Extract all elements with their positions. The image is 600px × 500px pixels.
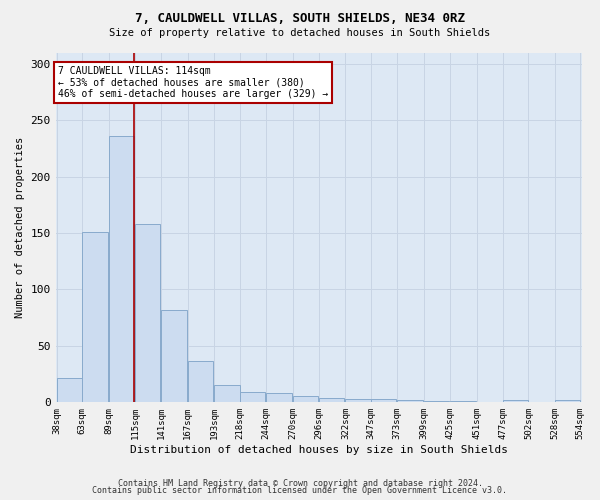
Bar xyxy=(109,136,134,402)
Bar xyxy=(450,401,476,402)
Bar xyxy=(503,400,529,402)
Bar xyxy=(424,401,449,402)
Bar xyxy=(82,232,107,402)
Text: Contains public sector information licensed under the Open Government Licence v3: Contains public sector information licen… xyxy=(92,486,508,495)
Bar xyxy=(555,400,580,402)
X-axis label: Distribution of detached houses by size in South Shields: Distribution of detached houses by size … xyxy=(130,445,508,455)
Bar xyxy=(239,392,265,402)
Text: Contains HM Land Registry data © Crown copyright and database right 2024.: Contains HM Land Registry data © Crown c… xyxy=(118,478,482,488)
Bar xyxy=(397,400,422,402)
Bar xyxy=(371,399,396,402)
Bar xyxy=(319,398,344,402)
Bar xyxy=(214,386,239,402)
Text: 7 CAULDWELL VILLAS: 114sqm
← 53% of detached houses are smaller (380)
46% of sem: 7 CAULDWELL VILLAS: 114sqm ← 53% of deta… xyxy=(58,66,328,99)
Bar xyxy=(135,224,160,402)
Bar xyxy=(266,394,292,402)
Y-axis label: Number of detached properties: Number of detached properties xyxy=(15,137,25,318)
Text: 7, CAULDWELL VILLAS, SOUTH SHIELDS, NE34 0RZ: 7, CAULDWELL VILLAS, SOUTH SHIELDS, NE34… xyxy=(135,12,465,26)
Bar xyxy=(188,360,213,403)
Bar xyxy=(346,399,371,402)
Bar xyxy=(293,396,318,402)
Bar xyxy=(161,310,187,402)
Text: Size of property relative to detached houses in South Shields: Size of property relative to detached ho… xyxy=(109,28,491,38)
Bar xyxy=(56,378,82,402)
